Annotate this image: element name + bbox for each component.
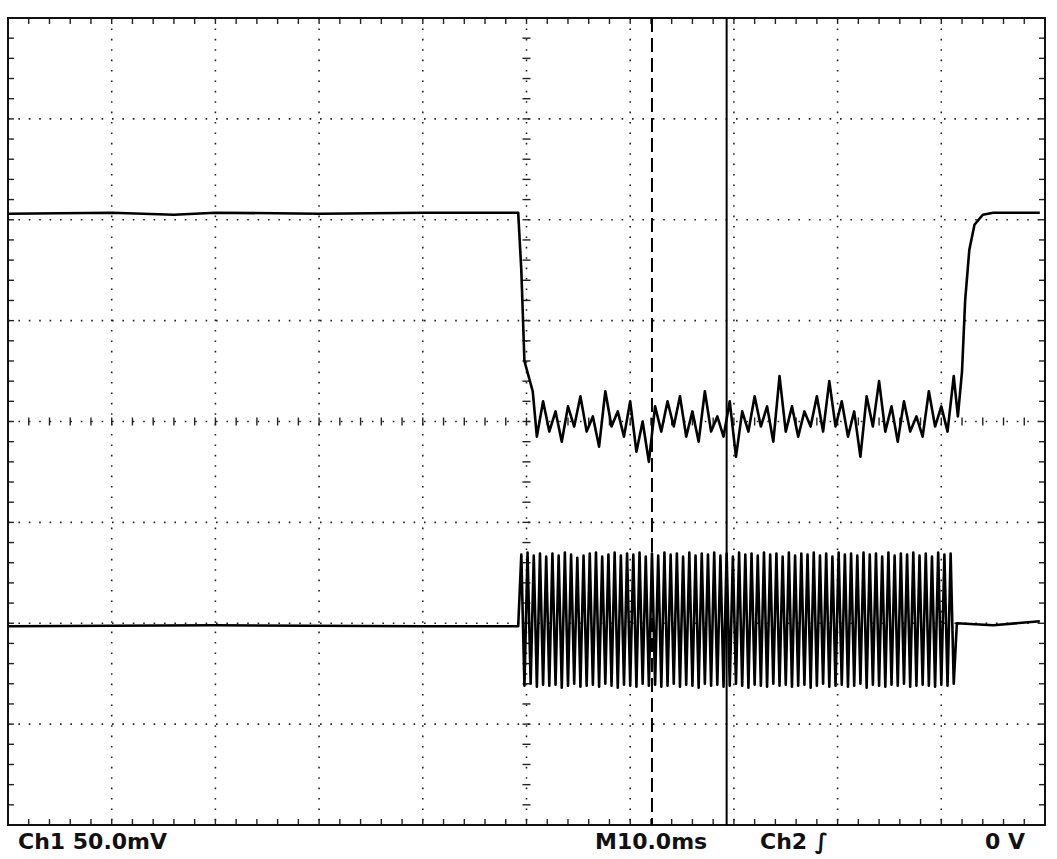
grid-line-y	[8, 118, 1045, 120]
minor-tick	[318, 418, 319, 426]
minor-tick	[523, 703, 531, 704]
minor-ticks	[8, 18, 1045, 825]
grid-line-x	[422, 18, 424, 825]
minor-tick	[298, 418, 299, 426]
minor-tick	[523, 239, 531, 240]
grid-line-y	[8, 320, 1045, 322]
minor-tick	[523, 461, 531, 462]
minor-tick	[523, 784, 531, 785]
minor-tick	[878, 418, 879, 426]
minor-tick	[523, 744, 531, 745]
minor-tick	[523, 138, 531, 139]
minor-tick	[111, 418, 112, 426]
minor-tick	[194, 418, 195, 426]
annotation: M10.0ms	[595, 829, 707, 854]
minor-tick	[152, 418, 153, 426]
minor-tick	[523, 37, 531, 38]
annotation: Ch2 ∫	[760, 829, 828, 854]
minor-tick	[422, 418, 423, 426]
annotation: Ch1 50.0mV	[18, 829, 167, 854]
minor-tick	[235, 418, 236, 426]
minor-tick	[523, 159, 531, 160]
grid-line-x	[215, 18, 217, 825]
grid-line-y	[8, 219, 1045, 221]
minor-tick	[381, 418, 382, 426]
minor-tick	[816, 418, 817, 426]
minor-tick	[360, 418, 361, 426]
trace	[8, 213, 1040, 462]
grid-line-x	[629, 18, 631, 825]
minor-tick	[523, 401, 531, 402]
minor-tick	[523, 118, 531, 119]
minor-tick	[173, 418, 174, 426]
minor-tick	[523, 804, 531, 805]
minor-tick	[464, 418, 465, 426]
minor-tick	[339, 418, 340, 426]
minor-tick	[49, 418, 50, 426]
minor-tick	[567, 418, 568, 426]
minor-tick	[523, 199, 531, 200]
minor-tick	[1024, 418, 1025, 426]
trace	[8, 553, 1040, 688]
minor-tick	[1003, 418, 1004, 426]
minor-tick	[523, 723, 531, 724]
minor-tick	[523, 542, 531, 543]
minor-tick	[523, 522, 531, 523]
grid-line-x	[733, 18, 735, 825]
plot-area	[8, 18, 1040, 825]
minor-tick	[523, 98, 531, 99]
minor-tick	[443, 418, 444, 426]
minor-tick	[630, 418, 631, 426]
minor-tick	[70, 418, 71, 426]
grid-line-y	[8, 522, 1045, 524]
minor-tick	[401, 418, 402, 426]
plot-frame	[8, 18, 1045, 825]
minor-tick	[982, 418, 983, 426]
minor-tick	[523, 219, 531, 220]
minor-tick	[277, 418, 278, 426]
annotation: 0 V	[985, 829, 1025, 854]
grid-line-x	[111, 18, 113, 825]
minor-tick	[941, 418, 942, 426]
background	[0, 0, 1057, 859]
minor-tick	[961, 418, 962, 426]
minor-tick	[754, 418, 755, 426]
minor-tick	[28, 418, 29, 426]
minor-tick	[523, 421, 531, 422]
oscilloscope-chart: Ch1 50.0mV M10.0ms Ch2 ∫ 0 V	[0, 0, 1057, 859]
minor-tick	[523, 481, 531, 482]
minor-tick	[132, 418, 133, 426]
grid-line-x	[318, 18, 320, 825]
grid-line-y	[8, 723, 1045, 725]
minor-tick	[523, 280, 531, 281]
minor-tick	[256, 418, 257, 426]
minor-tick	[215, 418, 216, 426]
minor-tick	[523, 764, 531, 765]
minor-tick	[523, 58, 531, 59]
minor-tick	[523, 179, 531, 180]
minor-tick	[505, 418, 506, 426]
minor-tick	[523, 78, 531, 79]
minor-tick	[523, 502, 531, 503]
grid-line-x	[940, 18, 942, 825]
minor-tick	[484, 418, 485, 426]
grid	[8, 18, 1045, 825]
minor-tick	[523, 259, 531, 260]
grid-line-y	[8, 421, 1045, 423]
minor-tick	[523, 300, 531, 301]
minor-tick	[523, 441, 531, 442]
status-line: Ch1 50.0mV M10.0ms Ch2 ∫ 0 V	[18, 829, 1025, 854]
minor-tick	[90, 418, 91, 426]
minor-tick	[858, 418, 859, 426]
